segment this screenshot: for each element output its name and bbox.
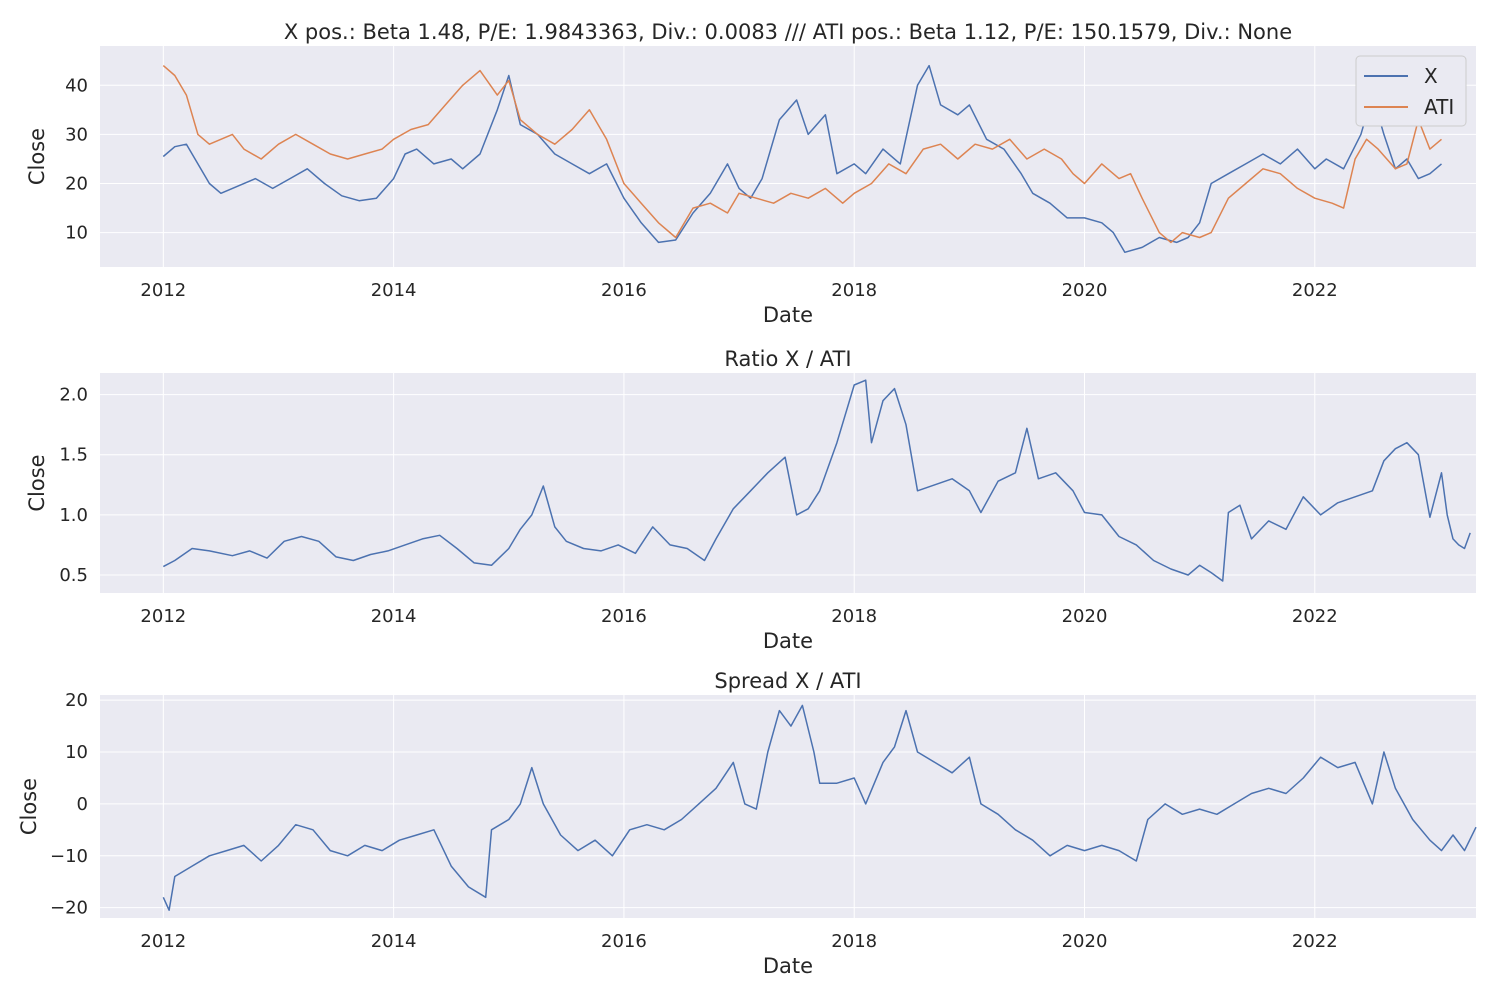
spread-chart-title: Spread X / ATI (714, 669, 861, 693)
price-chart-panel: 2012 2014 2016 2018 2020 2022 10 20 30 40 X pos.: … (25, 20, 1476, 327)
price-y-tick-label: 40 (65, 75, 88, 96)
price-y-tick-label: 10 (65, 223, 88, 244)
spread-plot-area (100, 695, 1476, 918)
ratio-chart-title: Ratio X / ATI (724, 347, 851, 371)
price-x-tick-label: 2022 (1292, 280, 1338, 301)
spread-x-tick-label: 2012 (140, 931, 186, 952)
price-series-x-line (162, 64, 1442, 254)
price-y-tick-label: 20 (65, 174, 88, 195)
spread-y-tick-label: 0 (77, 794, 88, 815)
spread-x-tick-label: 2020 (1062, 931, 1108, 952)
ratio-x-axis-label: Date (763, 629, 813, 653)
ratio-chart-panel: 2012 2014 2016 2018 2020 2022 0.5 1.0 1.5 2.0 Rati… (25, 347, 1476, 653)
spread-y-tick-label: 10 (65, 742, 88, 763)
ratio-x-tick-label: 2020 (1062, 606, 1108, 627)
spread-x-tick-label: 2014 (371, 931, 417, 952)
price-x-tick-label: 2014 (371, 280, 417, 301)
ratio-y-axis-label: Close (25, 454, 49, 511)
price-x-axis-label: Date (763, 303, 813, 327)
spread-x-tick-label: 2018 (831, 931, 877, 952)
price-chart-title: X pos.: Beta 1.48, P/E: 1.9843363, Div.:… (284, 20, 1292, 44)
price-x-tick-label: 2020 (1062, 280, 1108, 301)
spread-y-tick-label: −10 (50, 846, 88, 867)
ratio-x-tick-label: 2022 (1292, 606, 1338, 627)
ratio-series-line-line (162, 379, 1471, 582)
price-legend: X ATI (1355, 55, 1467, 127)
ratio-y-tick-label: 2.0 (59, 385, 88, 406)
price-plot-area (100, 46, 1476, 267)
price-legend-frame (1355, 55, 1467, 127)
price-x-tick-label: 2016 (601, 280, 647, 301)
ratio-x-tick-label: 2018 (831, 606, 877, 627)
spread-y-tick-label: −20 (50, 898, 88, 919)
spread-y-axis-label: Close (17, 778, 41, 835)
ratio-x-tick-label: 2012 (140, 606, 186, 627)
price-x-tick-label: 2012 (140, 280, 186, 301)
ratio-y-tick-label: 1.5 (59, 445, 88, 466)
legend-label-ati: ATI (1424, 95, 1454, 119)
price-x-tick-label: 2018 (831, 280, 877, 301)
price-series-ati-line (162, 65, 1442, 244)
spread-x-axis-label: Date (763, 954, 813, 978)
spread-chart-panel: 2012 2014 2016 2018 2020 2022 −20 −10 0 10 20 Sprea… (17, 669, 1477, 978)
spread-x-tick-label: 2016 (601, 931, 647, 952)
price-y-axis-label: Close (25, 128, 49, 185)
legend-label-x: X (1424, 64, 1438, 88)
ratio-plot-area (100, 373, 1476, 593)
spread-y-tick-label: 20 (65, 690, 88, 711)
ratio-y-tick-label: 0.5 (59, 565, 88, 586)
ratio-y-tick-label: 1.0 (59, 505, 88, 526)
spread-series-line-line (162, 704, 1477, 911)
ratio-x-tick-label: 2016 (601, 606, 647, 627)
ratio-x-tick-label: 2014 (371, 606, 417, 627)
spread-x-tick-label: 2022 (1292, 931, 1338, 952)
price-y-tick-label: 30 (65, 124, 88, 145)
